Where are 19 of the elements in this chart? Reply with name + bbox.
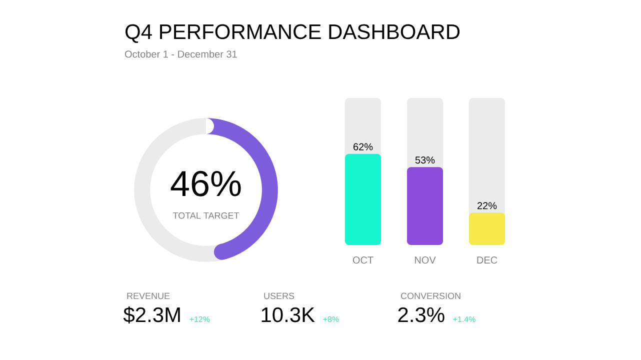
x-tick-label: NOV: [415, 256, 436, 264]
text: 10.3K: [262, 307, 315, 322]
text: +8%: [323, 316, 339, 322]
text: CONVERSION: [400, 292, 460, 300]
chart-subtitle: October 1 - December 31: [124, 50, 237, 58]
data-label: 62%: [354, 143, 373, 150]
text: +1.4%: [453, 316, 476, 322]
data-label: 22%: [478, 202, 497, 210]
text: 2.3%: [398, 307, 444, 322]
text: USERS: [264, 292, 294, 300]
text: 46%: [170, 170, 241, 196]
text: +12%: [190, 316, 210, 322]
x-tick-label: OCT: [352, 256, 374, 264]
chart-title: Q4 PERFORMANCE DASHBOARD: [126, 24, 460, 43]
text: $2.3M: [123, 306, 180, 324]
text: TOTAL TARGET: [172, 212, 240, 219]
text: REVENUE: [127, 292, 170, 300]
x-tick-label: DEC: [477, 256, 498, 264]
data-label: 53%: [415, 156, 435, 164]
